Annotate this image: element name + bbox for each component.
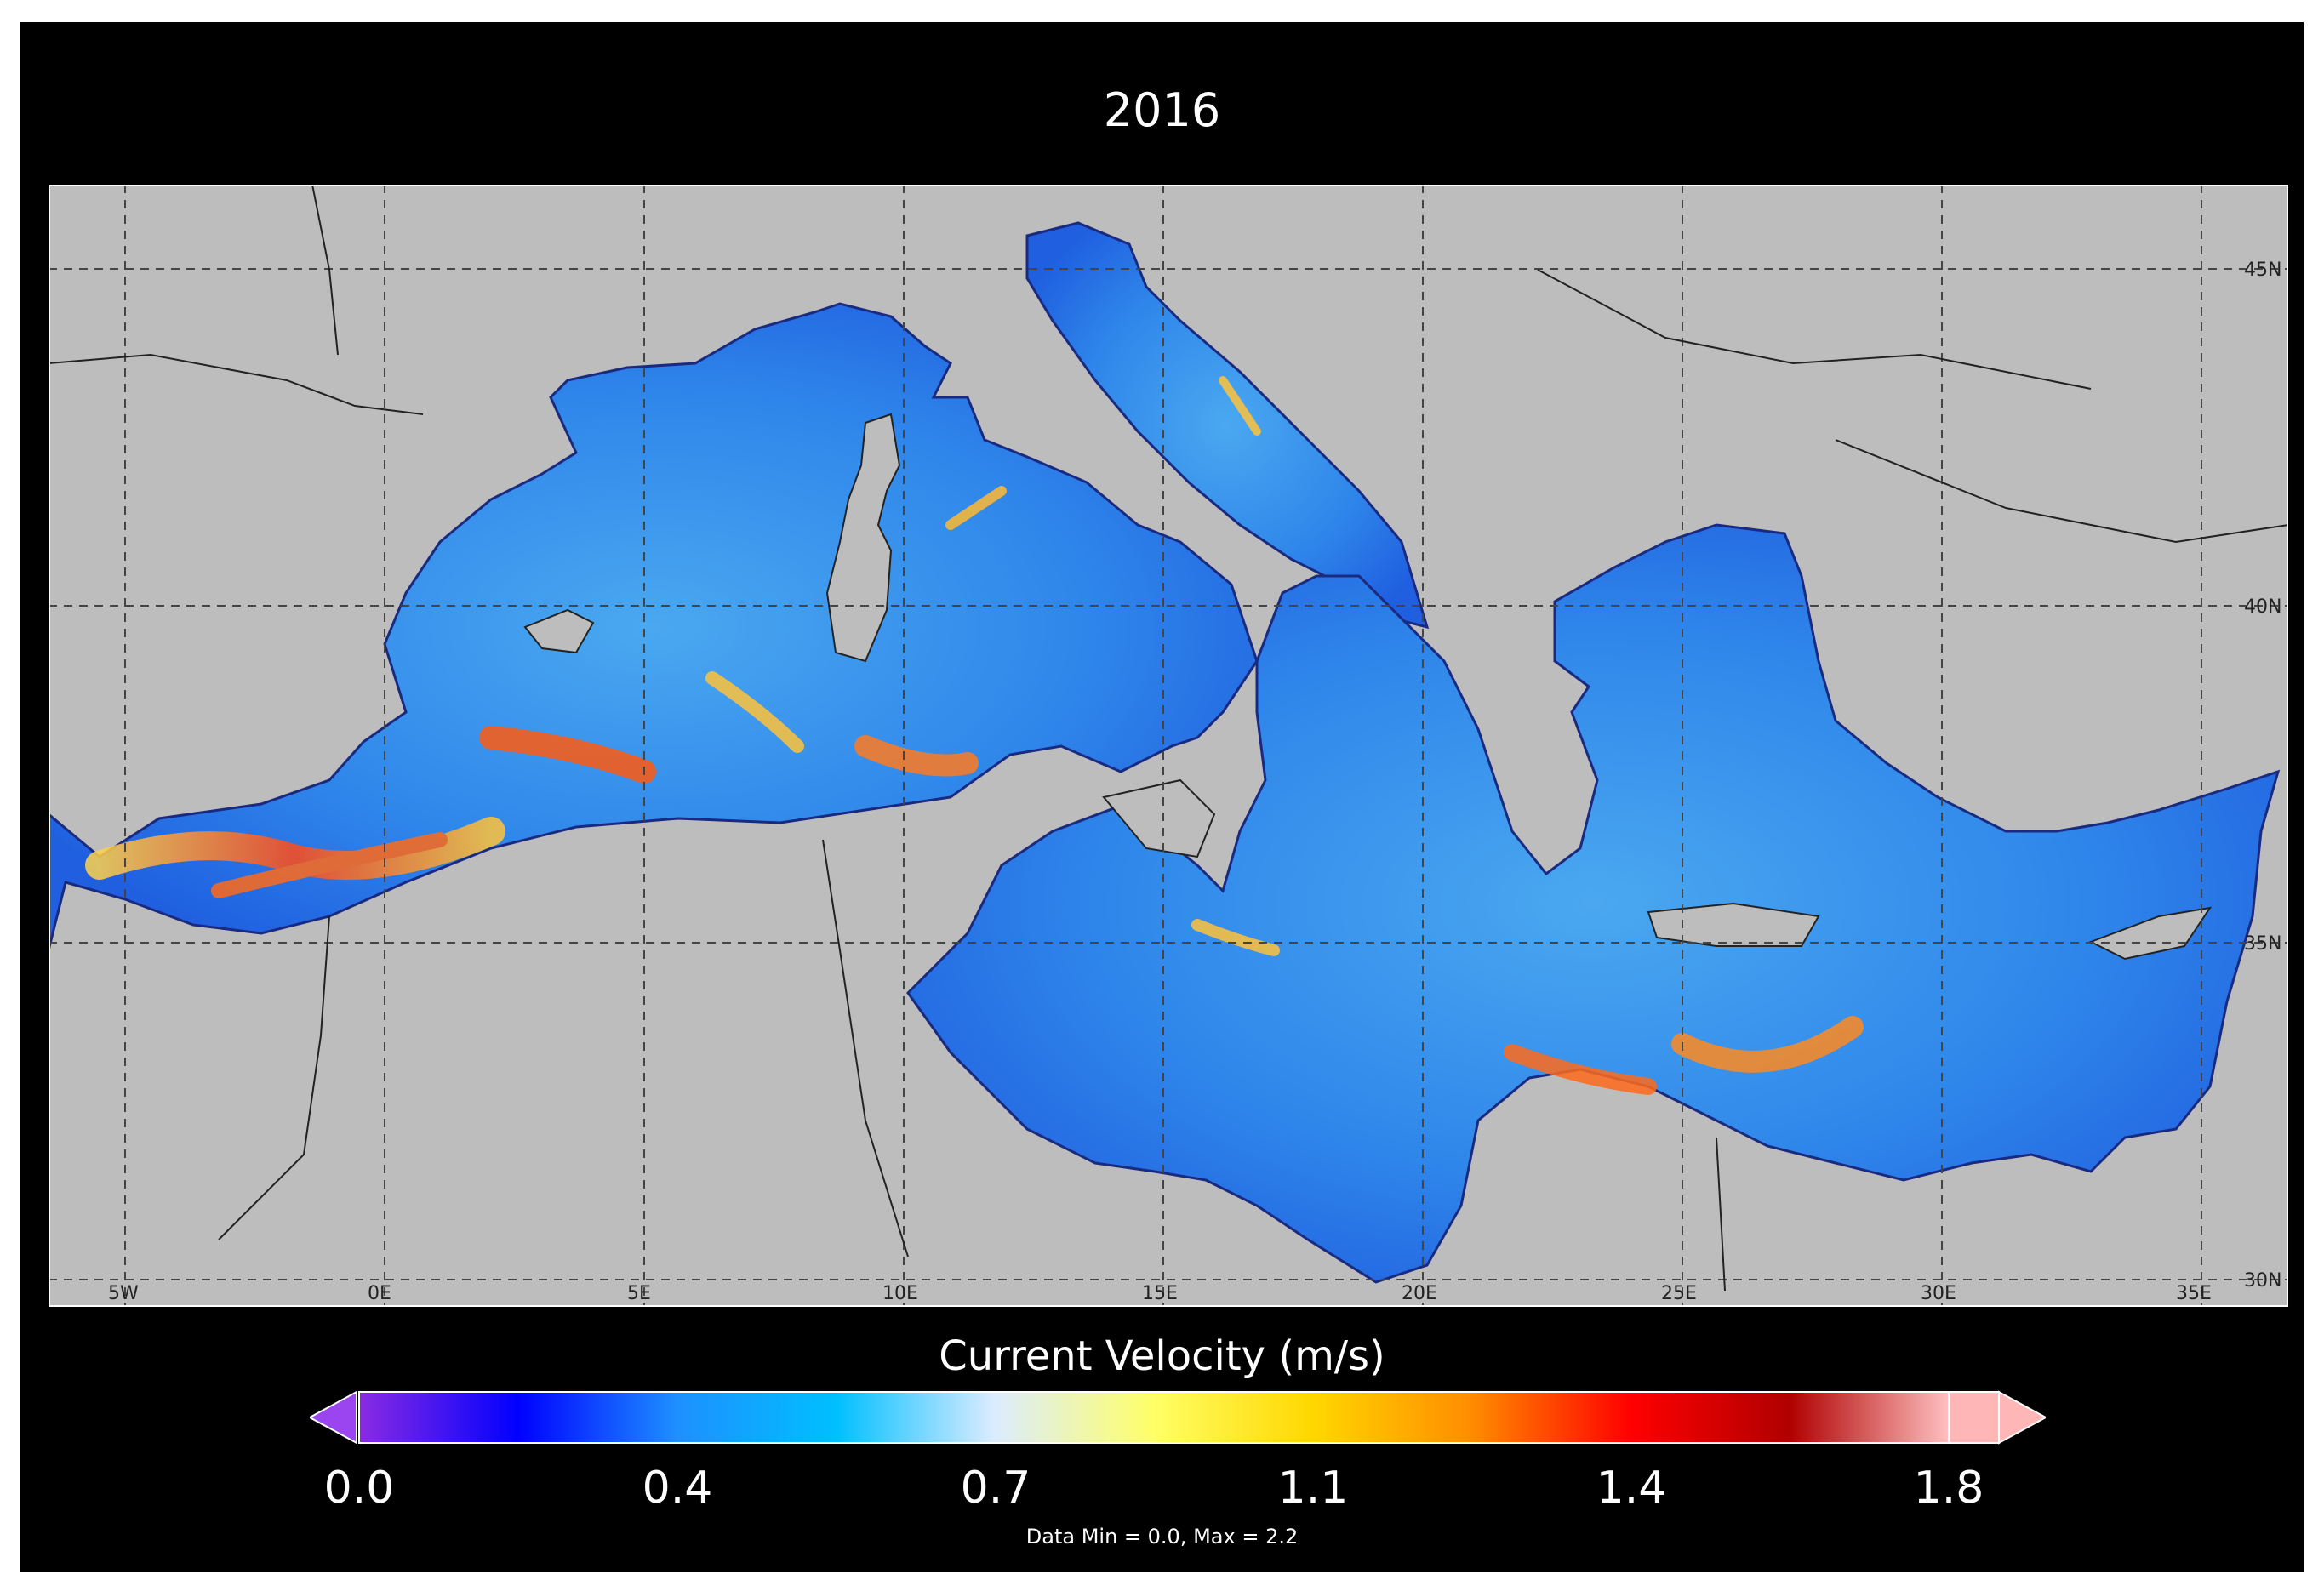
country-borders (49, 185, 2288, 1292)
colorbar-under-arrow (310, 1390, 357, 1445)
lon-label: 20E (1402, 1283, 1437, 1304)
colorbar-gradient (358, 1391, 1950, 1444)
map-border (49, 185, 2288, 1307)
colorbar-label: Current Velocity (m/s) (939, 1332, 1385, 1380)
figure-frame: 2016 (20, 22, 2304, 1572)
balearic-island (523, 608, 595, 654)
colorbar-over-arrow (1998, 1390, 2046, 1445)
lat-label: 30N (2244, 1270, 2281, 1292)
lon-label: 15E (1142, 1283, 1178, 1304)
colorbar-tick: 0.0 (323, 1463, 395, 1514)
data-min-max-note: Data Min = 0.0, Max = 2.2 (1025, 1525, 1299, 1548)
lon-label: 25E (1661, 1283, 1697, 1304)
crete-island (1647, 902, 1820, 947)
lon-label: 10E (882, 1283, 918, 1304)
sea-western-basin (49, 302, 1259, 951)
lon-tick-labels: 5W 0E 5E 10E 15E 20E 25E 30E 35E (108, 1283, 2212, 1304)
lon-label: 35E (2176, 1283, 2212, 1304)
velocity-streaks (85, 376, 1864, 1095)
colorbar-tick: 1.1 (1277, 1463, 1349, 1514)
lon-label: 30E (1921, 1283, 1956, 1304)
map-panel: 5W 0E 5E 10E 15E 20E 25E 30E 35E 45N 40N… (49, 185, 2288, 1307)
corsica-sardinia-island (825, 413, 901, 663)
cyprus-island (2088, 906, 2213, 961)
colorbar-tick: 0.4 (642, 1463, 713, 1514)
lat-label: 40N (2244, 596, 2281, 618)
graticule (49, 185, 2288, 1307)
lon-label: 5W (108, 1283, 139, 1304)
colorbar (310, 1390, 2046, 1445)
colorbar-tick: 1.4 (1596, 1463, 1667, 1514)
map-title: 2016 (1103, 83, 1221, 137)
colorbar-tick: 0.7 (960, 1463, 1031, 1514)
lat-label: 45N (2244, 259, 2281, 281)
colorbar-over-cap (1948, 1391, 2000, 1444)
lat-label: 35N (2244, 933, 2281, 955)
lon-label: 5E (627, 1283, 651, 1304)
sicily-island (1102, 778, 1216, 858)
lon-label: 0E (368, 1283, 391, 1304)
colorbar-tick: 1.8 (1913, 1463, 1984, 1514)
sea-eastern-basin (906, 523, 2281, 1284)
lat-tick-labels: 45N 40N 35N 30N (2244, 259, 2281, 1292)
sea-adriatic (1025, 221, 1430, 630)
